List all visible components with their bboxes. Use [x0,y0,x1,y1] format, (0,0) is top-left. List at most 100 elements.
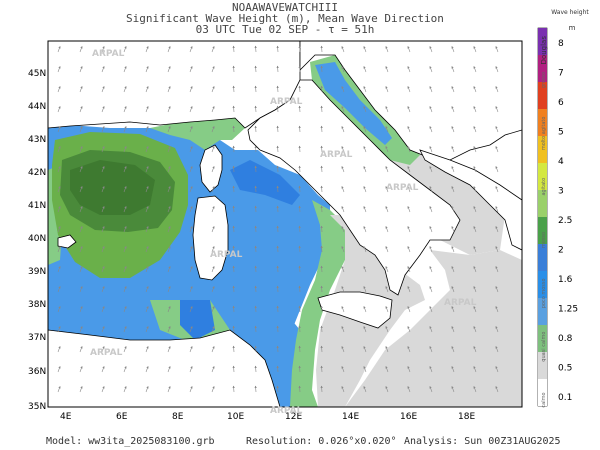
land-balearic [57,234,77,249]
wave-arrow [101,286,105,293]
footer-resolution: Resolution: 0.026°x0.020° [246,436,397,447]
colorbar-values: 8 7 6 5 4 3 2.5 2 1.6 1.25 0.8 0.5 0.1 [558,39,578,403]
wave-arrow [101,106,105,113]
wave-arrow [276,245,279,253]
wave-arrow [407,386,411,393]
wave-direction-arrows [57,45,499,393]
colorbar-segment [538,136,547,163]
wave-arrow [189,66,193,73]
wave-arrow [473,66,477,73]
wave-arrow [320,265,323,273]
wave-arrow [167,266,171,273]
wave-arrow [385,246,389,253]
wave-arrow [495,166,499,173]
lat-label: 40N [28,234,46,244]
wave-arrow [276,145,279,153]
wave-arrow [211,286,215,293]
wave-arrow [363,306,367,313]
colorbar-douglas-labels: grosso molto agitato agitato mosso poco moss… [541,72,547,408]
lon-label: 4E [60,412,72,422]
wave-arrow [254,345,257,353]
colorbar-segment [538,55,547,82]
wave-arrow [451,286,455,293]
wave-arrow [363,126,367,133]
watermarks: ARPAL ARPAL ARPAL ARPAL ARPAL ARPAL ARPA… [90,49,477,416]
wave-arrow [451,86,455,93]
wave-arrow [451,326,455,333]
wave-arrow [385,206,389,213]
colorbar-segments [538,28,547,406]
wave-arrow [79,306,83,313]
footer-model: Model: ww3ita_2025083100.grb [46,436,215,447]
wave-arrow [298,245,301,253]
wave-arrow [341,106,345,113]
wave-arrow [211,266,215,273]
wave-arrow [123,86,127,93]
wave-arrow [473,86,477,93]
wave-arrow [232,225,235,233]
wave-arrow [407,286,411,293]
lat-label: 44N [28,102,46,112]
wave-arrow [211,106,215,113]
wave-arrow [79,126,83,133]
wave-arrow [429,166,433,173]
wave-arrow [167,346,171,353]
wave-arrow [167,86,171,93]
wave-arrow [254,85,257,93]
wave-arrow [298,305,301,313]
wave-arrow [145,146,149,153]
wave-arrow [341,126,345,133]
wave-arrow [145,86,149,93]
wave-arrow [298,205,301,213]
wave-arrow [101,326,105,333]
wave-arrow [189,86,193,93]
wave-arrow [123,46,127,53]
wave-arrow [123,266,127,273]
wave-arrow [495,266,499,273]
wave-arrow [429,326,433,333]
wave-arrow [79,166,83,173]
wave-arrow [385,86,389,93]
wave-arrow [451,126,455,133]
wave-arrow [429,146,433,153]
wave-arrow [276,365,279,373]
wave-arrow [101,366,105,373]
colorbar-unit-title: Wave height [551,9,589,16]
colorbar-value: 2 [558,246,564,256]
lon-label: 8E [172,412,184,422]
lat-label: 41N [28,201,46,211]
wave-arrow [79,226,83,233]
wave-arrow [189,126,193,133]
wave-arrow [495,306,499,313]
wave-arrow [451,66,455,73]
wave-arrow [363,226,367,233]
wave-arrow [57,146,61,153]
wave-arrow [363,146,367,153]
wave-arrow [145,346,149,353]
wave-arrow [254,45,257,53]
wave-arrow [79,206,83,213]
wave-arrow [232,105,235,113]
wave-arrow [407,186,411,193]
wave-arrow [320,45,323,53]
wave-arrow [232,85,235,93]
wave-arrow [189,106,193,113]
land-sardinia [192,195,229,281]
wave-arrow [473,166,477,173]
wave-arrow [123,306,127,313]
lon-axis: 4E 6E 8E 10E 12E 14E 16E 18E [60,412,475,422]
wave-arrow [341,186,345,193]
wave-arrow [123,386,127,393]
wave-arrow [123,366,127,373]
wave-arrow [451,246,455,253]
wave-arrow [473,46,477,53]
wave-arrow [385,46,389,53]
wave-field-darker [70,160,155,215]
wave-arrow [473,266,477,273]
wave-arrow [123,146,127,153]
wave-arrow [320,65,323,73]
wave-arrow [57,286,61,293]
wave-arrow [495,46,499,53]
wave-arrow [254,365,257,373]
colorbar-douglas-label: calmo [541,392,547,407]
